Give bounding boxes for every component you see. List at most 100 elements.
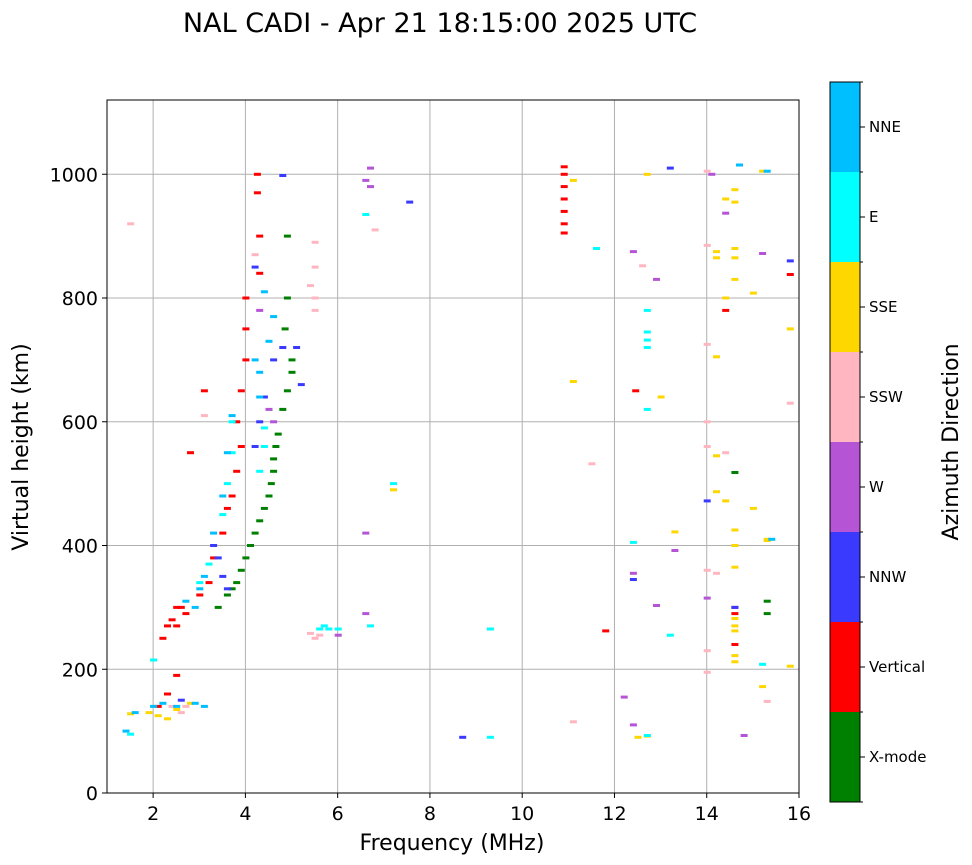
data-point <box>256 271 264 275</box>
data-point <box>272 445 280 448</box>
data-point <box>713 355 720 359</box>
data-point <box>154 714 162 718</box>
data-point <box>150 658 158 662</box>
data-point <box>288 358 296 362</box>
data-point <box>297 383 305 387</box>
data-point <box>260 506 268 510</box>
data-point <box>154 704 162 708</box>
data-point <box>265 407 273 411</box>
data-point <box>593 247 600 250</box>
colorbar-segment <box>830 82 860 172</box>
data-point <box>763 599 771 603</box>
y-tick-label: 600 <box>62 412 98 434</box>
data-point <box>763 169 771 173</box>
data-point <box>643 308 651 312</box>
data-point <box>256 469 264 473</box>
plot-area: 2 4 6 8 10 12 14 16 0 200 400 600 800 1000 <box>50 99 811 825</box>
y-tick-label: 800 <box>62 288 98 310</box>
data-point <box>620 695 628 699</box>
data-point <box>191 701 199 705</box>
data-point <box>168 704 176 708</box>
colorbar-title: Azimuth Direction <box>939 343 964 540</box>
data-point <box>228 414 236 418</box>
series-w <box>256 166 767 737</box>
data-point <box>713 250 720 254</box>
data-point <box>703 169 711 173</box>
data-point <box>279 407 287 411</box>
data-point <box>703 420 711 424</box>
colorbar-segment <box>830 262 860 352</box>
data-point <box>786 401 794 405</box>
x-tick-label: 2 <box>147 803 159 825</box>
x-tick-label: 14 <box>695 803 719 825</box>
data-point <box>177 711 185 715</box>
data-point <box>703 596 711 600</box>
data-point <box>560 222 568 226</box>
plot-frame <box>106 99 800 794</box>
data-point <box>177 605 185 609</box>
data-point <box>560 231 568 235</box>
data-point <box>173 673 181 677</box>
data-point <box>219 531 227 535</box>
data-point <box>288 370 296 374</box>
data-point <box>200 574 208 578</box>
data-point <box>293 346 301 349</box>
data-point <box>708 172 716 176</box>
data-point <box>274 432 282 436</box>
series-nnw <box>177 166 794 739</box>
data-point <box>722 451 730 455</box>
data-point <box>173 704 181 708</box>
data-point <box>320 624 328 628</box>
data-point <box>731 660 739 664</box>
data-point <box>731 617 739 620</box>
data-point <box>182 612 190 616</box>
data-point <box>177 698 185 702</box>
data-point <box>223 451 231 455</box>
colorbar-label: SSW <box>869 388 903 406</box>
data-point <box>256 370 264 374</box>
data-point <box>569 720 577 724</box>
y-tick-label: 0 <box>86 783 98 805</box>
data-point <box>210 531 218 535</box>
data-point <box>164 692 171 696</box>
data-point <box>671 549 679 552</box>
data-point <box>569 178 577 182</box>
data-point <box>187 701 194 705</box>
data-point <box>759 169 767 173</box>
data-point <box>731 654 739 658</box>
x-axis-ticks: 2 4 6 8 10 12 14 16 <box>147 793 811 825</box>
data-point <box>214 556 222 560</box>
data-point <box>237 389 245 393</box>
data-point <box>253 172 261 176</box>
colorbar-label: X-mode <box>869 748 926 766</box>
data-point <box>187 451 194 455</box>
data-point <box>210 544 218 547</box>
data-point <box>219 494 227 498</box>
data-point <box>307 284 314 288</box>
data-point <box>736 163 743 167</box>
data-point <box>279 346 287 349</box>
data-point <box>671 530 679 534</box>
data-point <box>200 704 208 708</box>
data-point <box>703 499 711 503</box>
data-point <box>219 513 227 517</box>
data-point <box>703 243 711 247</box>
data-point <box>713 490 720 494</box>
colorbar: X-mode Vertical NNW W SSW SSE E NNE <box>829 81 926 803</box>
data-point <box>265 339 273 343</box>
colorbar-label: NNW <box>869 568 906 586</box>
data-point <box>256 395 264 399</box>
data-point <box>634 735 642 739</box>
data-point <box>191 605 199 609</box>
data-point <box>629 540 637 544</box>
data-point <box>182 704 190 708</box>
data-point <box>703 670 711 674</box>
data-point <box>279 174 287 177</box>
data-point <box>256 308 264 312</box>
data-point <box>270 469 278 473</box>
data-point <box>145 711 153 715</box>
data-point <box>666 166 674 170</box>
series-ssw <box>127 169 794 724</box>
data-point <box>763 699 771 703</box>
data-point <box>242 327 250 331</box>
